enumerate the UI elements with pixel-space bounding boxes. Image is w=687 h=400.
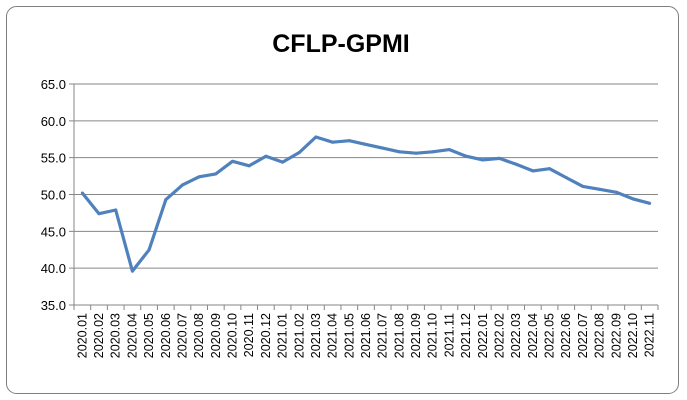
data-point (548, 167, 552, 171)
data-point (214, 172, 218, 176)
data-point (514, 162, 518, 166)
data-point (481, 158, 485, 162)
x-tick-label: 2022.01 (476, 313, 490, 358)
data-point (581, 184, 585, 188)
data-point (598, 187, 602, 191)
x-tick-label: 2022.04 (526, 313, 540, 358)
data-point (114, 208, 118, 212)
data-point (147, 248, 151, 252)
y-tick-label: 40.0 (41, 261, 66, 276)
data-point (247, 164, 251, 168)
x-tick-label: 2020.09 (209, 313, 223, 358)
x-tick-label: 2021.04 (326, 313, 340, 358)
data-point (364, 142, 368, 146)
data-point (631, 197, 635, 201)
data-point (464, 154, 468, 158)
y-tick-label: 45.0 (41, 224, 66, 239)
data-point (381, 146, 385, 150)
x-tick-label: 2021.10 (426, 313, 440, 358)
data-point (297, 151, 301, 155)
data-point (648, 201, 652, 205)
x-tick-label: 2022.10 (626, 313, 640, 358)
x-tick-label: 2021.11 (442, 313, 456, 357)
x-tick-label: 2022.02 (492, 313, 506, 358)
x-tick-label: 2021.08 (392, 313, 406, 358)
x-tick-label: 2021.07 (376, 313, 390, 358)
x-tick-label: 2020.12 (259, 313, 273, 358)
data-point (531, 169, 535, 173)
x-tick-label: 2020.08 (192, 313, 206, 358)
x-tick-label: 2020.02 (92, 313, 106, 358)
x-tick-label: 2022.03 (509, 313, 523, 358)
x-tick-label: 2020.03 (109, 313, 123, 358)
x-tick-label: 2022.06 (559, 313, 573, 358)
data-point (497, 156, 501, 160)
x-tick-label: 2021.12 (459, 313, 473, 358)
chart-title: CFLP-GPMI (272, 30, 410, 58)
x-tick-label: 2022.07 (576, 313, 590, 358)
x-tick-label: 2020.06 (159, 313, 173, 358)
x-tick-label: 2022.08 (593, 313, 607, 358)
y-tick-label: 35.0 (41, 298, 66, 313)
x-tick-label: 2021.01 (276, 313, 290, 358)
x-tick-label: 2020.10 (226, 313, 240, 358)
data-point (347, 139, 351, 143)
data-point (264, 154, 268, 158)
x-tick-label: 2021.09 (409, 313, 423, 358)
x-tick-label: 2022.11 (643, 313, 657, 357)
x-tick-label: 2022.05 (543, 313, 557, 358)
y-tick-label: 50.0 (41, 188, 66, 203)
x-tick-label: 2021.06 (359, 313, 373, 358)
data-point (564, 176, 568, 180)
x-tick-label: 2022.09 (609, 313, 623, 358)
data-point (614, 190, 618, 194)
data-point (97, 212, 101, 216)
x-tick-label: 2020.07 (175, 313, 189, 358)
x-tick-label: 2020.11 (242, 313, 256, 357)
data-point (80, 191, 84, 195)
x-tick-label: 2021.02 (292, 313, 306, 358)
data-point (447, 148, 451, 152)
data-point (281, 160, 285, 164)
chart-frame (6, 6, 679, 394)
data-point (180, 183, 184, 187)
x-tick-label: 2021.03 (309, 313, 323, 358)
data-point (331, 140, 335, 144)
data-point (431, 150, 435, 154)
data-point (314, 135, 318, 139)
y-tick-label: 65.0 (41, 77, 66, 92)
x-tick-label: 2020.05 (142, 313, 156, 358)
data-point (197, 175, 201, 179)
data-point (164, 198, 168, 202)
data-point (414, 151, 418, 155)
y-tick-label: 60.0 (41, 114, 66, 129)
y-tick-label: 55.0 (41, 151, 66, 166)
data-point (231, 159, 235, 163)
x-tick-label: 2020.01 (75, 313, 89, 358)
x-tick-label: 2021.05 (342, 313, 356, 358)
data-point (397, 150, 401, 154)
x-tick-label: 2020.04 (125, 313, 139, 358)
data-point (130, 269, 134, 273)
